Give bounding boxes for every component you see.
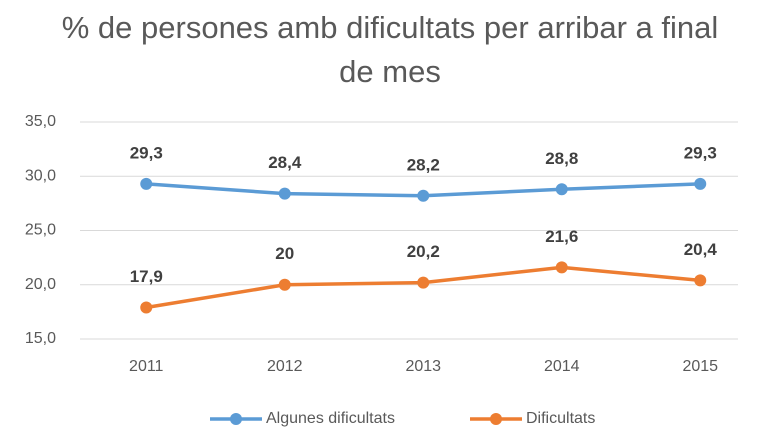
data-label: 20,2 — [407, 242, 440, 261]
legend-label: Dificultats — [526, 410, 595, 427]
y-tick-label: 35,0 — [25, 113, 56, 130]
data-point — [140, 177, 153, 190]
data-label: 21,6 — [545, 227, 578, 246]
legend-marker — [490, 413, 502, 425]
data-point — [555, 261, 568, 274]
data-label: 29,3 — [130, 143, 163, 162]
data-label: 28,2 — [407, 155, 440, 174]
x-tick-label: 2015 — [682, 358, 718, 375]
y-tick-label: 30,0 — [25, 167, 56, 184]
data-point — [417, 276, 430, 289]
y-tick-label: 15,0 — [25, 330, 56, 347]
data-label: 20 — [275, 244, 294, 263]
data-label: 28,4 — [268, 153, 302, 172]
y-tick-label: 20,0 — [25, 276, 56, 293]
data-point — [278, 278, 291, 291]
data-label: 20,4 — [684, 240, 718, 259]
data-point — [694, 177, 707, 190]
legend-label: Algunes dificultats — [266, 410, 395, 427]
data-point — [694, 274, 707, 287]
x-tick-label: 2011 — [129, 358, 164, 375]
legend-marker — [230, 413, 242, 425]
data-point — [555, 183, 568, 196]
y-tick-label: 25,0 — [25, 222, 56, 239]
data-point — [417, 189, 430, 202]
data-label: 17,9 — [130, 267, 163, 286]
x-tick-label: 2014 — [544, 358, 580, 375]
x-tick-label: 2012 — [267, 358, 303, 375]
chart-title: % de persones amb dificultats per arriba… — [61, 10, 719, 89]
data-label: 28,8 — [545, 149, 578, 168]
data-point — [278, 187, 291, 200]
data-point — [140, 301, 153, 314]
x-tick-label: 2013 — [405, 358, 441, 375]
data-label: 29,3 — [684, 143, 717, 162]
